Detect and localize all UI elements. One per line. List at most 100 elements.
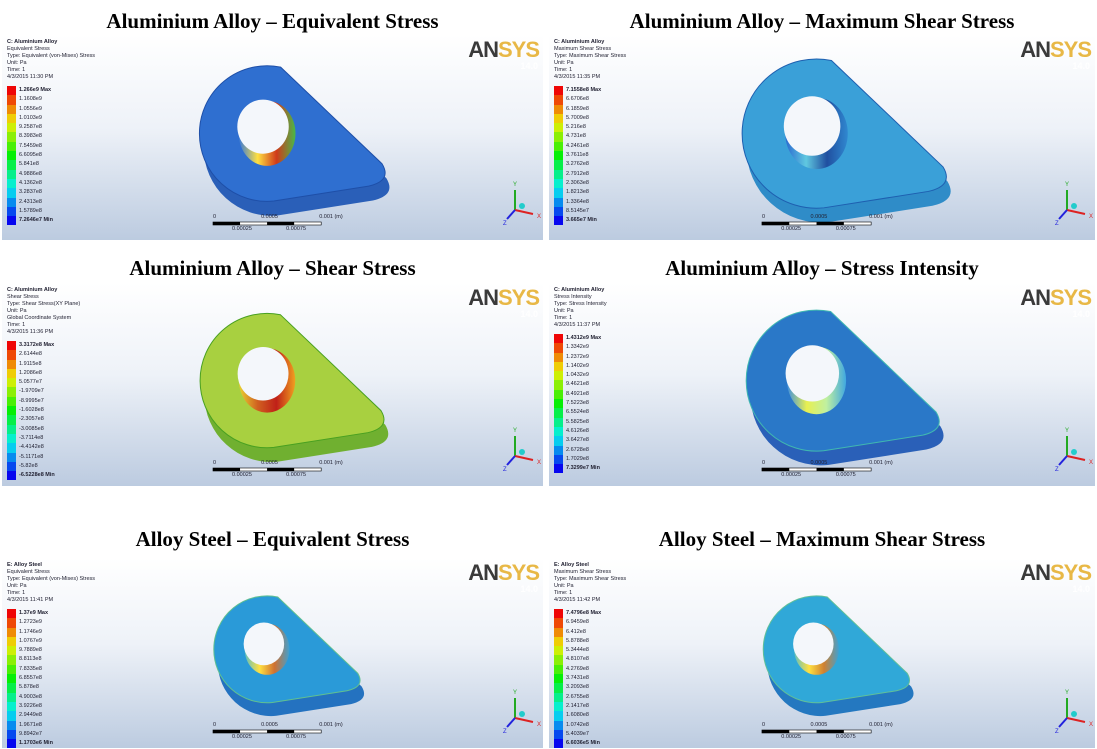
- legend-label: 1.1608e9: [19, 96, 42, 102]
- legend-label: 6.6706e8: [566, 96, 589, 102]
- legend-swatch: [7, 637, 16, 646]
- logo-an: AN: [468, 560, 498, 585]
- legend-entry: -5.1171e8: [7, 453, 55, 462]
- info-line: C: Aluminium Alloy: [7, 287, 80, 294]
- ansys-logo: ANSYS: [1020, 285, 1091, 311]
- legend-entry: -6.5228e8 Min: [7, 471, 55, 480]
- part: [199, 66, 389, 216]
- legend-label: 4.2461e8: [566, 143, 589, 149]
- scale-bar-fill: [267, 222, 294, 225]
- logo-sys: SYS: [1050, 560, 1091, 585]
- legend-entry: 8.4921e8: [554, 390, 601, 399]
- legend-swatch: [554, 390, 563, 399]
- legend-label: 3.3172e8 Max: [19, 342, 54, 348]
- hole-opening: [244, 623, 285, 666]
- part-view: YXZ: [549, 558, 1095, 748]
- axis-x: [1067, 718, 1085, 722]
- legend-swatch: [7, 142, 16, 151]
- legend-swatch: [7, 188, 16, 197]
- legend-entry: 5.8788e8: [554, 637, 601, 646]
- legend-swatch: [7, 628, 16, 637]
- scale-label: 0.001 (m): [319, 722, 343, 728]
- legend-swatch: [554, 609, 563, 618]
- legend-swatch: [7, 341, 16, 350]
- axis-z: [507, 456, 515, 465]
- legend-swatch: [554, 683, 563, 692]
- scale-label: 0: [213, 460, 216, 466]
- legend-entry: -3.0085e8: [7, 425, 55, 434]
- logo-an: AN: [468, 285, 498, 310]
- legend-entry: 1.3364e8: [554, 198, 601, 207]
- legend-label: 9.8942e7: [19, 731, 42, 737]
- legend-swatch: [7, 198, 16, 207]
- legend-entry: 7.1558e8 Max: [554, 86, 601, 95]
- legend-swatch: [554, 674, 563, 683]
- legend-swatch: [7, 471, 16, 480]
- axis-label: Z: [1055, 467, 1059, 473]
- legend-entry: 6.412e8: [554, 628, 601, 637]
- axis-x: [515, 210, 533, 214]
- legend-entry: 1.2723e9: [7, 618, 53, 627]
- legend-label: 6.5524e8: [566, 409, 589, 415]
- logo-an: AN: [468, 37, 498, 62]
- legend-swatch: [7, 646, 16, 655]
- legend-label: 2.4313e8: [19, 199, 42, 205]
- legend-entry: 3.3172e8 Max: [7, 341, 55, 350]
- legend-label: 6.412e8: [566, 629, 586, 635]
- scale-label: 0.0005: [811, 460, 828, 466]
- legend-label: -1.9709e7: [19, 388, 44, 394]
- axis-z: [1059, 210, 1067, 219]
- legend-swatch: [7, 453, 16, 462]
- legend-label: 4.9003e8: [19, 694, 42, 700]
- scale-label: 0.00075: [286, 734, 306, 740]
- legend-entry: 6.5524e8: [554, 408, 601, 417]
- legend-label: 7.5223e8: [566, 400, 589, 406]
- logo-sys: SYS: [498, 37, 539, 62]
- result-panel: YXZ00.00050.001 (m)0.000250.00075C: Alum…: [549, 283, 1095, 486]
- scale-label: 0.0005: [811, 214, 828, 220]
- result-panel: YXZ00.00050.001 (m)0.000250.00075C: Alum…: [2, 283, 543, 486]
- part-view: YXZ: [549, 35, 1095, 240]
- legend-entry: 7.5223e8: [554, 399, 601, 408]
- legend-entry: -5.82e8: [7, 462, 55, 471]
- axis-z: [1059, 718, 1067, 727]
- legend-label: 1.2086e8: [19, 370, 42, 376]
- info-block: C: Aluminium AlloyEquivalent StressType:…: [7, 39, 95, 81]
- legend-label: 5.841e8: [19, 161, 39, 167]
- info-line: Unit: Pa: [554, 583, 626, 590]
- legend-swatch: [554, 721, 563, 730]
- legend-entry: 2.7912e8: [554, 170, 601, 179]
- legend-entry: 4.9003e8: [7, 693, 53, 702]
- axis-z: [507, 210, 515, 219]
- legend-swatch: [7, 179, 16, 188]
- scale-label: 0.00075: [836, 734, 856, 740]
- legend-entry: 3.2093e8: [554, 683, 601, 692]
- version: 14.0: [520, 584, 538, 594]
- axis-z: [1059, 456, 1067, 465]
- part: [746, 310, 943, 465]
- info-line: Maximum Shear Stress: [554, 46, 626, 53]
- legend-entry: 1.2372e9: [554, 353, 601, 362]
- legend-swatch: [554, 105, 563, 114]
- legend-entry: 8.5145e7: [554, 207, 601, 216]
- info-line: E: Alloy Steel: [554, 562, 626, 569]
- scale-bar-fill: [213, 468, 240, 471]
- legend-swatch: [7, 425, 16, 434]
- legend-swatch: [7, 665, 16, 674]
- info-line: Time: 1: [7, 322, 80, 329]
- info-line: Maximum Shear Stress: [554, 569, 626, 576]
- part-view: YXZ: [549, 283, 1095, 486]
- scale-bar-fill: [762, 730, 789, 733]
- legend-entry: -3.7114e8: [7, 434, 55, 443]
- legend-swatch: [554, 179, 563, 188]
- legend-swatch: [7, 609, 16, 618]
- info-line: Shear Stress: [7, 294, 80, 301]
- panel-title: Aluminium Alloy – Equivalent Stress: [2, 9, 543, 34]
- legend-entry: 9.8942e7: [7, 730, 53, 739]
- info-line: Type: Equivalent (von-Mises) Stress: [7, 53, 95, 60]
- legend-entry: 2.6144e8: [7, 350, 55, 359]
